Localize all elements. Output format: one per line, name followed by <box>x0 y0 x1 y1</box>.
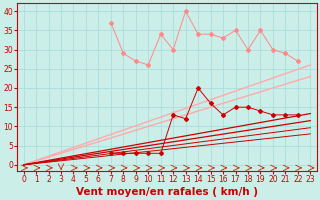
X-axis label: Vent moyen/en rafales ( km/h ): Vent moyen/en rafales ( km/h ) <box>76 187 258 197</box>
